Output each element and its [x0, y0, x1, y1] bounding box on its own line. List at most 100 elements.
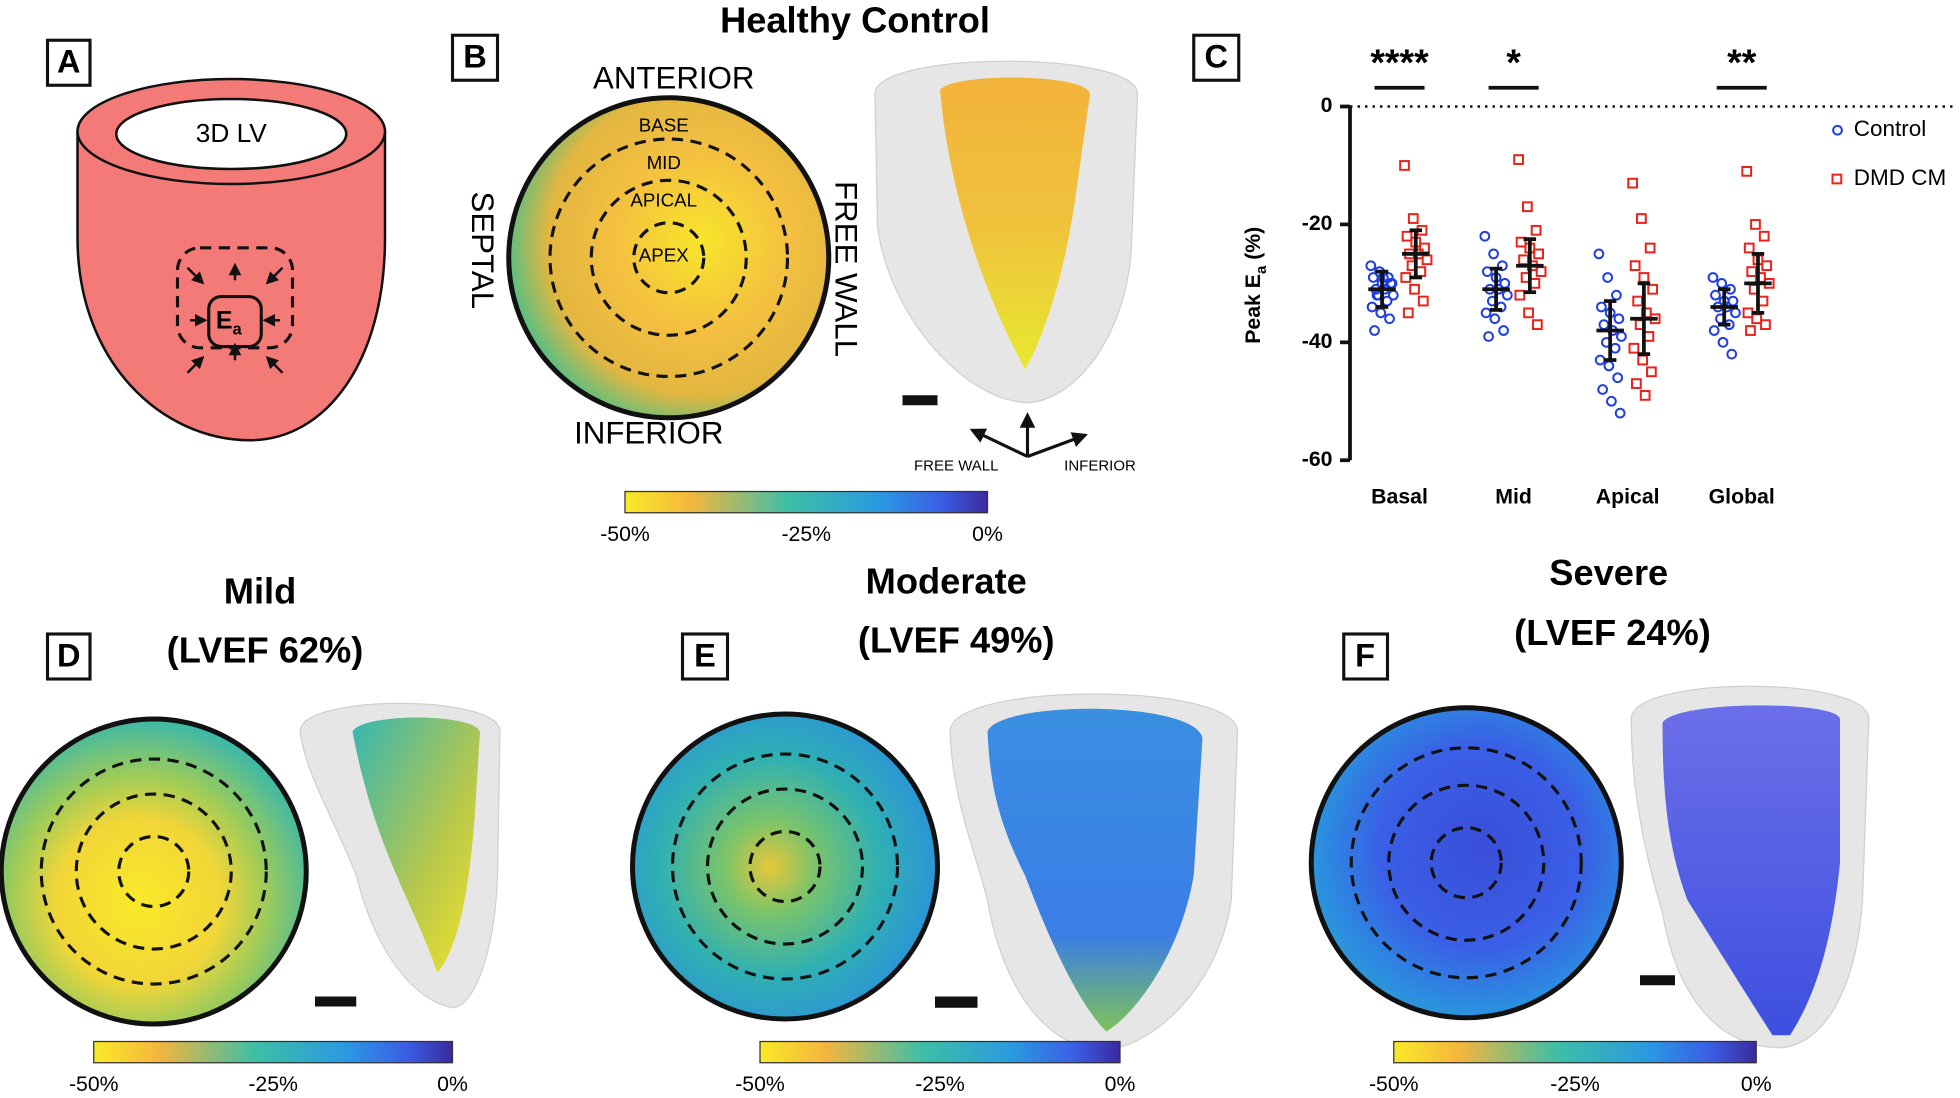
- point: [1637, 354, 1649, 366]
- point: [1745, 325, 1756, 336]
- scale-bar: [1640, 975, 1675, 986]
- point: [1761, 260, 1773, 272]
- direction-label: FREE WALL: [829, 181, 864, 357]
- colorbar-label: 0%: [972, 522, 1003, 546]
- scale-bar: [902, 395, 938, 406]
- polar-map: [630, 711, 940, 1022]
- polar-map: [1308, 705, 1624, 1021]
- point: [1631, 378, 1642, 389]
- point: [1514, 289, 1526, 301]
- ylabel-rest: (%): [1240, 227, 1264, 266]
- ylabel-sub: a: [1253, 265, 1270, 274]
- colorbar-label: -25%: [915, 1072, 965, 1096]
- panel-box: [450, 33, 500, 82]
- y-tick-label: -60: [1302, 447, 1333, 471]
- point: [1716, 278, 1728, 289]
- ring: [117, 834, 191, 909]
- polar-map: [506, 95, 832, 421]
- point: [1647, 283, 1659, 295]
- lv-surface: [1662, 705, 1840, 1036]
- view-axes: [969, 412, 1088, 458]
- colorbar-label: -50%: [735, 1072, 785, 1096]
- colorbar-label: 0%: [437, 1072, 468, 1096]
- point: [1399, 160, 1410, 171]
- point: [1742, 307, 1754, 319]
- legend-marker: [1831, 173, 1843, 185]
- ring: [1349, 746, 1583, 980]
- point: [1616, 331, 1627, 342]
- y-axis-label: Peak Ea (%): [1240, 227, 1270, 344]
- point: [1521, 201, 1533, 213]
- colorbar-label: 0%: [1741, 1072, 1772, 1096]
- point: [1638, 272, 1650, 283]
- point: [1513, 154, 1524, 165]
- point: [1401, 230, 1413, 242]
- lv-surface: [352, 717, 480, 973]
- point: [1400, 272, 1412, 283]
- lv-surface: [987, 708, 1203, 1032]
- ring: [748, 829, 822, 904]
- point: [1596, 301, 1607, 313]
- point: [1743, 242, 1755, 254]
- point: [1602, 272, 1614, 283]
- point: [1480, 307, 1492, 319]
- ring-label: APEX: [639, 244, 690, 265]
- panel-title: Healthy Control: [720, 0, 990, 40]
- ylabel-main: Peak E: [1240, 274, 1264, 344]
- point: [1632, 295, 1644, 307]
- axis-label: FREE WALL: [914, 457, 998, 474]
- point: [1518, 254, 1529, 266]
- ring-label: BASE: [639, 114, 689, 135]
- direction-label: SEPTAL: [465, 191, 500, 309]
- point: [1717, 336, 1729, 348]
- panel-label: C: [1205, 39, 1228, 75]
- symbol-main: E: [216, 306, 233, 334]
- ring: [548, 137, 790, 379]
- colorbar-label: -50%: [69, 1072, 119, 1096]
- scale-bar: [315, 996, 357, 1007]
- panel-box: [1342, 632, 1390, 681]
- point: [1741, 165, 1753, 177]
- point: [1611, 289, 1622, 301]
- colorbar-label: 0%: [1105, 1072, 1136, 1096]
- axis-label: INFERIOR: [1064, 457, 1136, 474]
- ring: [1429, 826, 1503, 900]
- point: [1419, 242, 1430, 254]
- legend-label: Control: [1854, 116, 1927, 141]
- panel-title: Severe: [1549, 552, 1668, 593]
- direction-label: ANTERIOR: [593, 61, 754, 96]
- point: [1614, 407, 1626, 419]
- point: [1417, 295, 1429, 307]
- point: [1628, 342, 1640, 354]
- point: [1421, 254, 1433, 266]
- legend-marker: [1832, 124, 1843, 136]
- significance: **: [1727, 41, 1757, 83]
- panel-subtitle: (LVEF 49%): [858, 619, 1055, 660]
- arrows: [186, 262, 284, 374]
- panel-label: D: [57, 637, 80, 673]
- point: [1606, 395, 1617, 407]
- point: [1597, 384, 1609, 395]
- colorbar: [93, 1040, 454, 1064]
- point: [1644, 242, 1656, 254]
- lv-cavity: [115, 97, 348, 171]
- x-tick-label: Apical: [1596, 484, 1660, 508]
- colorbar: [624, 490, 989, 514]
- point: [1483, 331, 1494, 342]
- point: [1726, 348, 1738, 360]
- point: [1481, 266, 1493, 277]
- point: [1751, 313, 1763, 325]
- y-tick-label: -20: [1302, 211, 1333, 235]
- x-tick-label: Global: [1709, 484, 1775, 508]
- point: [1603, 360, 1615, 372]
- x-tick-label: Mid: [1495, 484, 1532, 508]
- colorbar: [1393, 1040, 1757, 1064]
- point: [1365, 260, 1377, 272]
- point: [1629, 260, 1641, 272]
- ring: [74, 792, 233, 951]
- point: [1489, 313, 1501, 325]
- ring: [589, 178, 748, 337]
- y-tick-label: 0: [1321, 93, 1333, 117]
- strain-symbol: Ea: [216, 306, 243, 339]
- point: [1530, 224, 1542, 236]
